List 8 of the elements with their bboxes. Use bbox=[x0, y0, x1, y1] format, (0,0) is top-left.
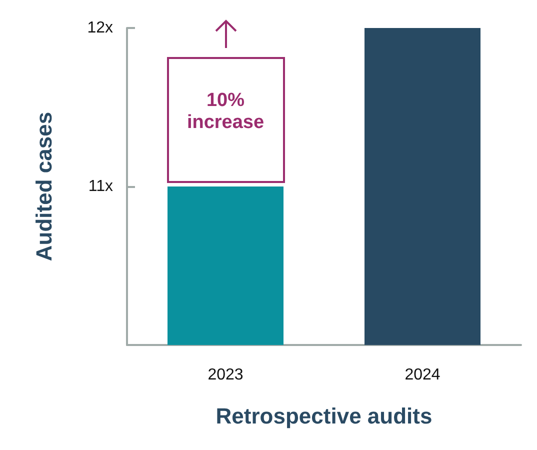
y-tick-label: 11x bbox=[88, 178, 113, 195]
annotation: 10% increase bbox=[186, 90, 266, 134]
y-tick-label: 12x bbox=[87, 20, 113, 36]
x-tick-label: 2023 bbox=[208, 366, 244, 384]
y-axis-title: Audited cases bbox=[32, 112, 56, 262]
outlined-box: 10% increase bbox=[166, 56, 284, 182]
x-tick-label: 2024 bbox=[404, 366, 440, 384]
x-axis-title: Retrospective audits bbox=[216, 404, 432, 428]
